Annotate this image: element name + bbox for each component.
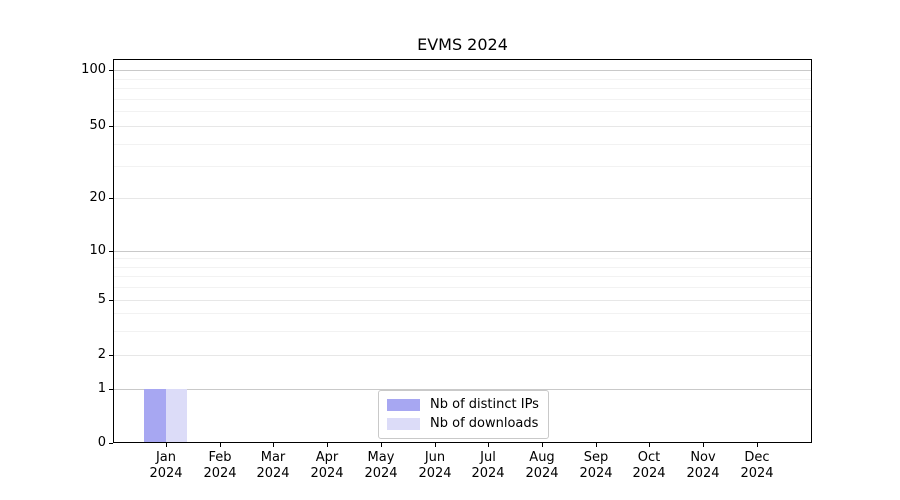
gridline-decade	[114, 251, 811, 252]
y-tick-mark	[109, 389, 113, 390]
x-tick-month: Jul	[480, 450, 496, 465]
legend-label: Nb of downloads	[430, 416, 539, 431]
legend-swatch-distinct-ips	[387, 398, 420, 411]
gridline-minor	[114, 258, 811, 259]
x-tick-label: Jul 2024	[460, 450, 516, 482]
x-tick-month: Nov	[690, 450, 716, 465]
legend-label: Nb of distinct IPs	[430, 397, 539, 412]
x-tick-mark	[435, 443, 436, 447]
x-tick-year: 2024	[471, 466, 505, 481]
gridline-minor	[114, 331, 811, 332]
gridline-major	[114, 198, 811, 199]
legend: Nb of distinct IPs Nb of downloads	[378, 390, 549, 439]
y-tick-label: 0	[97, 435, 106, 450]
y-tick-label: 20	[89, 190, 106, 205]
y-tick-label: 1	[97, 381, 106, 396]
gridline-decade	[114, 70, 811, 71]
x-tick-mark	[220, 443, 221, 447]
y-tick-label: 2	[97, 347, 106, 362]
gridline-minor	[114, 313, 811, 314]
y-tick-mark	[109, 300, 113, 301]
gridline-decade	[114, 389, 811, 390]
x-tick-year: 2024	[740, 466, 774, 481]
x-tick-label: Aug 2024	[514, 450, 570, 482]
x-tick-mark	[273, 443, 274, 447]
y-tick-label: 5	[97, 292, 106, 307]
x-tick-month: Oct	[637, 450, 661, 465]
x-tick-month: Apr	[315, 450, 339, 465]
x-tick-label: Oct 2024	[621, 450, 677, 482]
x-tick-month: Dec	[744, 450, 770, 465]
x-tick-month: Mar	[260, 450, 286, 465]
x-tick-label: Nov 2024	[675, 450, 731, 482]
x-tick-year: 2024	[149, 466, 183, 481]
gridline-minor	[114, 79, 811, 80]
x-tick-year: 2024	[310, 466, 344, 481]
x-tick-mark	[542, 443, 543, 447]
gridline-minor	[114, 99, 811, 100]
x-tick-label: May 2024	[353, 450, 409, 482]
gridline-minor	[114, 144, 811, 145]
x-tick-mark	[596, 443, 597, 447]
x-tick-month: Jun	[424, 450, 446, 465]
x-tick-mark	[649, 443, 650, 447]
x-tick-year: 2024	[418, 466, 452, 481]
x-tick-mark	[381, 443, 382, 447]
x-tick-month: Aug	[529, 450, 555, 465]
bar-distinct-ips	[144, 389, 166, 442]
gridline-minor	[114, 111, 811, 112]
x-tick-year: 2024	[579, 466, 613, 481]
x-tick-label: Jan 2024	[138, 450, 194, 482]
x-tick-month: Jan	[155, 450, 177, 465]
bar-downloads	[165, 389, 188, 442]
legend-item: Nb of downloads	[387, 414, 540, 433]
x-tick-year: 2024	[525, 466, 559, 481]
x-tick-year: 2024	[686, 466, 720, 481]
x-tick-label: Apr 2024	[299, 450, 355, 482]
chart-title: EVMS 2024	[417, 35, 508, 54]
legend-swatch-downloads	[387, 417, 420, 430]
x-tick-label: Dec 2024	[729, 450, 785, 482]
y-tick-label: 50	[89, 118, 106, 133]
x-tick-year: 2024	[364, 466, 398, 481]
x-tick-mark	[488, 443, 489, 447]
x-tick-mark	[327, 443, 328, 447]
x-tick-mark	[757, 443, 758, 447]
y-tick-label: 10	[89, 243, 106, 258]
x-tick-month: Feb	[208, 450, 232, 465]
gridline-minor	[114, 166, 811, 167]
gridline-minor	[114, 88, 811, 89]
y-tick-mark	[109, 443, 113, 444]
y-tick-mark	[109, 355, 113, 356]
y-tick-mark	[109, 70, 113, 71]
y-tick-label: 100	[81, 62, 106, 77]
x-tick-label: Mar 2024	[245, 450, 301, 482]
legend-item: Nb of distinct IPs	[387, 395, 540, 414]
x-tick-year: 2024	[203, 466, 237, 481]
x-tick-month: May	[367, 450, 395, 465]
gridline-minor	[114, 267, 811, 268]
y-tick-mark	[109, 251, 113, 252]
x-tick-month: Sep	[583, 450, 609, 465]
gridline-major	[114, 300, 811, 301]
y-tick-mark	[109, 126, 113, 127]
x-tick-year: 2024	[256, 466, 290, 481]
x-tick-label: Sep 2024	[568, 450, 624, 482]
x-tick-label: Jun 2024	[407, 450, 463, 482]
x-tick-label: Feb 2024	[192, 450, 248, 482]
gridline-minor	[114, 287, 811, 288]
x-tick-mark	[166, 443, 167, 447]
gridline-minor	[114, 276, 811, 277]
gridline-major	[114, 355, 811, 356]
gridline-major	[114, 126, 811, 127]
x-tick-year: 2024	[632, 466, 666, 481]
y-tick-mark	[109, 198, 113, 199]
plot-border	[113, 59, 812, 443]
x-tick-mark	[703, 443, 704, 447]
